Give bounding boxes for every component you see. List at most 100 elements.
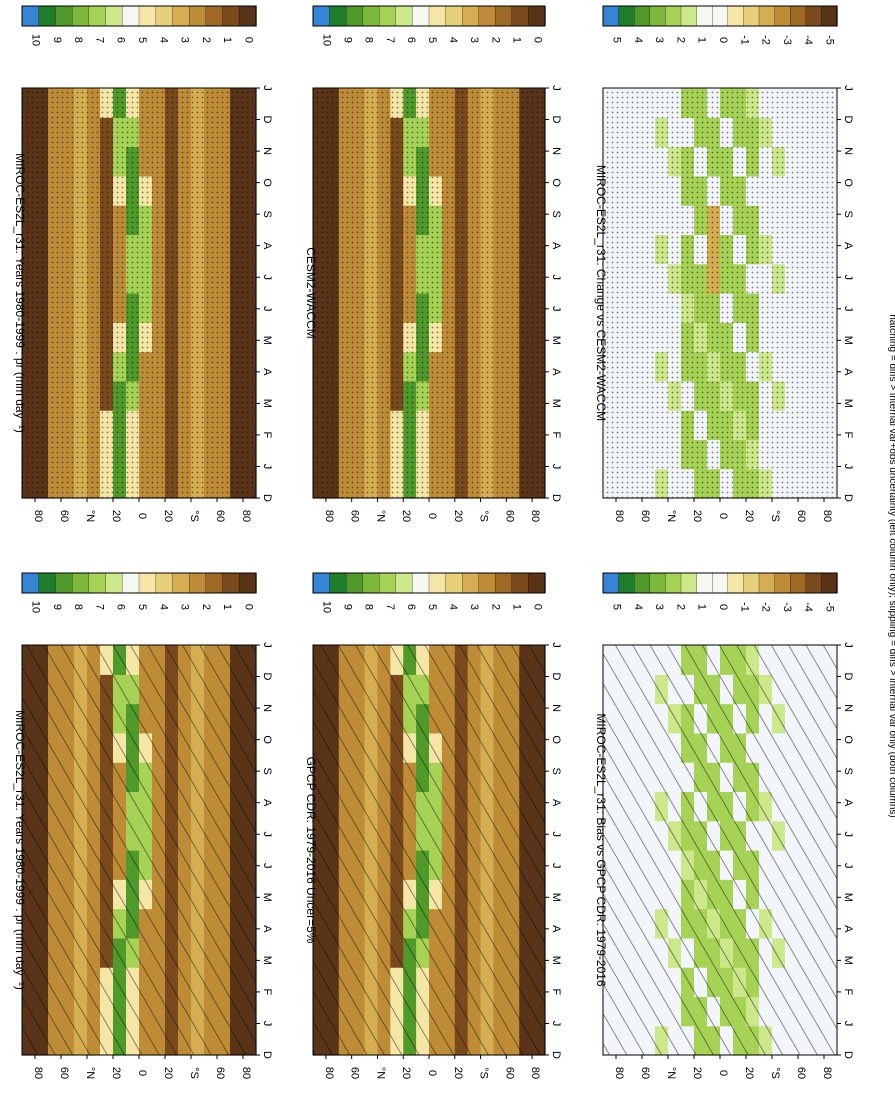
lat-label: °S	[769, 510, 781, 522]
lat-label: °N	[374, 1067, 386, 1079]
panel-title: MIROC-ES2L_r31: Change vs CESM2-WACCM	[594, 165, 608, 421]
colorbar-swatch	[205, 572, 224, 594]
colorbar-swatch	[478, 572, 496, 594]
colorbar-swatch	[21, 5, 40, 27]
lat-label: °S	[769, 1067, 781, 1079]
colorbar-label: 9	[51, 604, 63, 610]
lat-label: 0	[426, 513, 438, 519]
month-label: S	[261, 210, 273, 217]
month-label: A	[842, 368, 854, 376]
lat-label: 20	[452, 510, 464, 522]
month-label: J	[842, 274, 854, 280]
colorbar-swatch	[445, 5, 463, 27]
month-label: S	[550, 767, 562, 774]
colorbar-swatch	[71, 572, 90, 594]
colorbar-swatch	[88, 572, 107, 594]
colorbar-label: 10	[30, 601, 42, 613]
month-label: S	[261, 767, 273, 774]
colorbar-frame	[602, 572, 838, 594]
month-label: J	[261, 85, 273, 91]
significance-overlay	[313, 88, 545, 498]
month-label: F	[842, 989, 854, 996]
month-label: J	[261, 642, 273, 648]
month-label: D	[550, 116, 562, 124]
lat-label: 80	[323, 510, 335, 522]
panel-title: MIROC-ES2L_r31: Years 1980-1999 : pr (mm…	[13, 710, 27, 990]
panel-title: MIROC-ES2L_r31: Years 1980-1999 : pr (mm…	[13, 153, 27, 433]
lat-label: 80	[613, 510, 625, 522]
month-label: F	[550, 989, 562, 996]
colorbar-label: 4	[632, 37, 644, 43]
month-label: N	[550, 147, 562, 155]
lat-label: 20	[162, 1067, 174, 1079]
month-label: D	[550, 673, 562, 681]
month-label: A	[261, 799, 273, 807]
colorbar-swatch	[362, 572, 380, 594]
month-label: D	[550, 1051, 562, 1059]
colorbar-swatch	[412, 572, 430, 594]
colorbar-swatch	[239, 5, 257, 27]
month-label: J	[842, 306, 854, 312]
month-label: D	[842, 673, 854, 681]
lat-label: 60	[214, 510, 226, 522]
month-label: M	[261, 336, 273, 345]
lat-label: °S	[478, 1067, 490, 1079]
colorbar-swatch	[38, 5, 57, 27]
month-label: J	[842, 1021, 854, 1027]
colorbar-label: 1	[221, 604, 233, 610]
colorbar-swatch	[743, 5, 760, 27]
colorbar-label: 0	[242, 37, 254, 43]
colorbar-swatch	[528, 572, 546, 594]
colorbar-swatch	[821, 572, 838, 594]
colorbar-label: 6	[115, 604, 127, 610]
month-label: O	[261, 178, 273, 187]
lat-label: 80	[240, 1067, 252, 1079]
colorbar-frame	[312, 5, 546, 27]
colorbar-label: 2	[200, 37, 212, 43]
colorbar: 10 9 8 7 6 5 4 3 2 1 0	[21, 5, 257, 46]
month-label: J	[842, 85, 854, 91]
colorbar-swatch	[511, 572, 530, 594]
colorbar: 10 9 8 7 6 5 4 3 2 1 0	[21, 572, 257, 613]
colorbar-swatch	[478, 5, 496, 27]
month-label: J	[550, 274, 562, 280]
lat-label: 60	[503, 510, 515, 522]
month-label: A	[261, 925, 273, 933]
colorbar: 10 9 8 7 6 5 4 3 2 1 0	[312, 572, 546, 613]
month-label: M	[261, 956, 273, 965]
colorbar: 5 4 3 2 1 0 -1 -2 -3 -4 -5	[602, 572, 838, 612]
month-label: D	[261, 1051, 273, 1059]
colorbar-swatch	[727, 572, 745, 594]
colorbar-swatch	[188, 5, 207, 27]
month-label: D	[261, 494, 273, 502]
colorbar-label: 7	[384, 37, 396, 43]
lat-label: 80	[529, 510, 541, 522]
panel-title: CESM2-WACCM	[304, 247, 318, 339]
colorbar-swatch	[138, 572, 157, 594]
month-label: J	[550, 464, 562, 470]
month-label: M	[550, 399, 562, 408]
colorbar-label: 0	[717, 604, 729, 610]
colorbar-label: -5	[823, 35, 835, 45]
colorbar-swatch	[71, 5, 90, 27]
colorbar-label: 7	[93, 604, 105, 610]
colorbar-label: 5	[136, 604, 148, 610]
month-label: A	[261, 242, 273, 250]
colorbar-swatch	[55, 572, 73, 594]
colorbar-swatch	[602, 5, 620, 27]
lat-label: 20	[400, 510, 412, 522]
colorbar-swatch	[428, 5, 447, 27]
lat-label: 60	[795, 510, 807, 522]
lat-label: 0	[426, 1070, 438, 1076]
colorbar-label: 5	[611, 604, 623, 610]
significance-overlay	[313, 645, 545, 1055]
colorbar-label: 0	[531, 37, 543, 43]
lat-label: °S	[188, 1067, 200, 1079]
colorbar-label: 2	[489, 37, 501, 43]
colorbar-swatch	[222, 5, 240, 27]
month-label: M	[550, 956, 562, 965]
colorbar-swatch	[188, 572, 207, 594]
month-label: J	[550, 85, 562, 91]
colorbar-swatch	[88, 5, 107, 27]
